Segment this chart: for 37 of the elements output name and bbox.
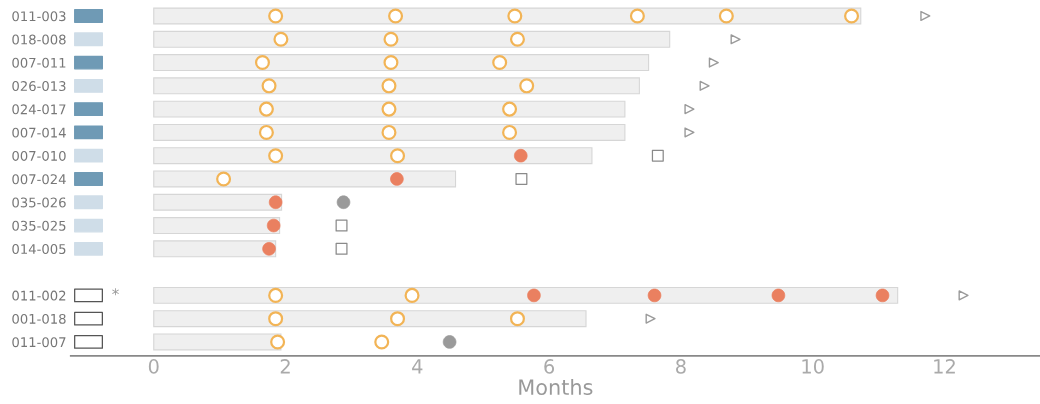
y-tick-label: 011-003 (12, 11, 66, 22)
x-tick-label: 8 (676, 359, 686, 374)
bar (153, 100, 626, 118)
bar (153, 77, 640, 95)
bar (153, 286, 899, 304)
bar (153, 7, 862, 25)
y-tick-label: 001-018 (12, 313, 66, 324)
bar (153, 240, 277, 258)
y-tick-label: 018-008 (12, 34, 66, 45)
annotation: * (112, 288, 119, 296)
y-tick-label: 007-010 (12, 150, 66, 161)
bar (153, 193, 283, 211)
bar (153, 30, 671, 48)
y-tick-label: 024-017 (12, 104, 66, 115)
bar (153, 310, 587, 328)
x-tick-label: 6 (544, 359, 555, 374)
bar (153, 170, 457, 188)
bar (153, 147, 593, 165)
bar (153, 333, 282, 351)
x-tick-label: 0 (148, 359, 159, 374)
bar (153, 54, 650, 72)
y-tick-label: 014-005 (12, 244, 66, 255)
y-tick-label: 011-007 (12, 337, 66, 348)
y-tick-label: 007-014 (12, 127, 66, 138)
x-axis-title: Months (519, 378, 593, 396)
x-tick-label: 4 (412, 359, 423, 374)
x-tick-label: 12 (934, 359, 955, 374)
y-tick-label: 007-024 (12, 174, 66, 185)
y-tick-label: 035-025 (12, 220, 66, 231)
bar (153, 123, 626, 141)
y-tick-label: 007-011 (12, 57, 66, 68)
x-tick-label: 2 (280, 359, 290, 374)
y-tick-label: 035-026 (12, 197, 66, 208)
bar (153, 217, 281, 235)
x-tick-label: 10 (802, 359, 824, 374)
y-tick-label: 026-013 (12, 81, 66, 92)
y-tick-label: 011-002 (12, 290, 66, 301)
